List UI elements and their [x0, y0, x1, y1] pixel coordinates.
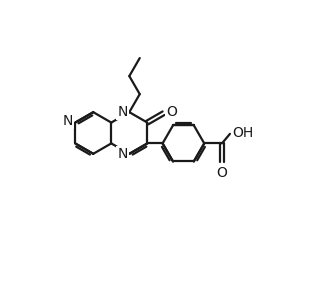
Text: OH: OH	[232, 126, 254, 140]
Text: N: N	[118, 105, 128, 119]
Text: O: O	[216, 166, 227, 180]
Text: N: N	[118, 147, 128, 161]
Text: N: N	[62, 114, 73, 128]
Text: O: O	[166, 105, 177, 119]
